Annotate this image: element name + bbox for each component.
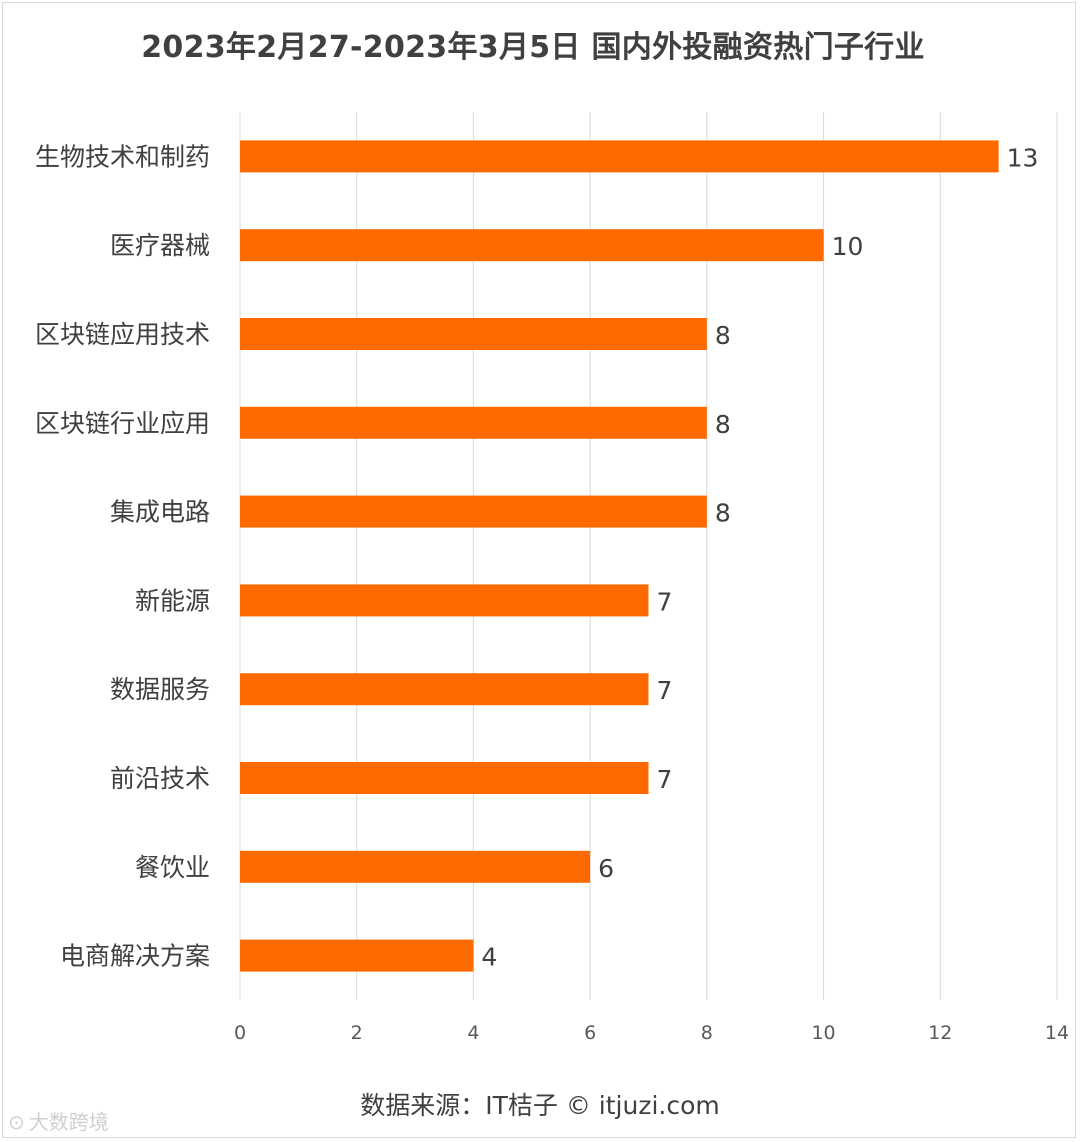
data-label: 4 — [481, 943, 497, 972]
x-tick-label: 8 — [701, 1022, 713, 1044]
x-tick-label: 12 — [928, 1022, 952, 1044]
x-tick-label: 6 — [584, 1022, 596, 1044]
category-label: 新能源 — [135, 586, 210, 615]
data-label: 8 — [715, 499, 731, 528]
bar — [240, 406, 707, 439]
category-label: 区块链行业应用 — [35, 409, 210, 438]
watermark: ⊙ 大数跨境 — [8, 1106, 109, 1135]
category-label: 前沿技术 — [110, 764, 210, 793]
category-label: 电商解决方案 — [60, 942, 210, 971]
x-tick-label: 2 — [351, 1022, 363, 1044]
data-label: 13 — [1007, 143, 1039, 172]
data-label: 8 — [715, 321, 731, 350]
x-tick-label: 14 — [1045, 1022, 1069, 1044]
bar — [240, 318, 707, 350]
category-label: 生物技术和制药 — [35, 142, 210, 171]
category-label: 区块链应用技术 — [35, 320, 210, 349]
data-label: 7 — [657, 676, 673, 705]
source-note: 数据来源：IT桔子 © itjuzi.com — [360, 1091, 720, 1120]
data-label: 7 — [657, 587, 673, 616]
bar — [240, 673, 649, 706]
data-label: 8 — [715, 410, 731, 439]
bar — [240, 140, 999, 173]
watermark-logo-icon: ⊙ — [8, 1110, 25, 1134]
bar — [240, 762, 649, 794]
category-label: 医疗器械 — [110, 231, 210, 260]
data-label: 6 — [598, 854, 614, 883]
watermark-text: 大数跨境 — [28, 1110, 109, 1134]
x-tick-label: 10 — [811, 1022, 835, 1044]
category-label: 餐饮业 — [135, 853, 210, 882]
category-label: 数据服务 — [110, 675, 210, 704]
x-tick-label: 4 — [467, 1022, 479, 1044]
bar — [240, 584, 649, 617]
chart-title: 2023年2月27-2023年3月5日 国内外投融资热门子行业 — [141, 30, 925, 65]
bar — [240, 850, 591, 883]
x-tick-label: 0 — [234, 1022, 246, 1044]
bar — [240, 939, 474, 972]
bar — [240, 229, 824, 262]
category-label: 集成电路 — [110, 498, 210, 527]
data-label: 7 — [657, 765, 673, 794]
bar — [240, 495, 707, 528]
data-label: 10 — [832, 232, 864, 261]
